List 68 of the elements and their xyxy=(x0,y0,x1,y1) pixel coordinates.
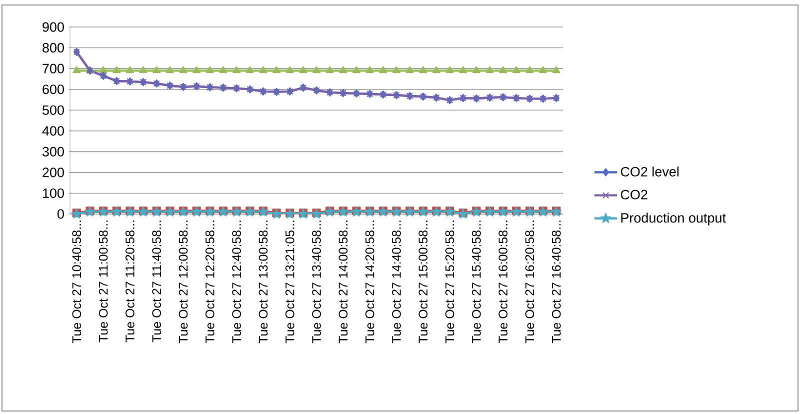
point xyxy=(286,66,294,74)
x-tick-label: Tue Oct 27 11:40:58... xyxy=(152,220,162,342)
point xyxy=(419,66,428,74)
point xyxy=(272,66,280,74)
point xyxy=(72,66,81,74)
point xyxy=(299,66,308,74)
point xyxy=(126,66,134,74)
x-tick-label: Tue Oct 27 15:00:58... xyxy=(418,220,428,344)
legend-label: CO2 xyxy=(620,190,648,200)
point xyxy=(512,66,520,74)
x-tick-label: Tue Oct 27 16:00:58... xyxy=(498,220,508,344)
x-tick-label: Tue Oct 27 12:40:58... xyxy=(232,220,241,344)
x-tick-label: Tue Oct 27 14:20:58... xyxy=(365,220,374,344)
x-tick-label: Tue Oct 27 10:40:58... xyxy=(72,220,82,344)
point xyxy=(99,66,108,74)
y-tick-label: 300 xyxy=(42,146,64,156)
y-tick-label: 500 xyxy=(42,105,64,115)
point xyxy=(552,66,560,74)
x-tick-label: Tue Oct 27 13:21:05... xyxy=(285,220,294,344)
point xyxy=(192,66,201,74)
x-tick-label: Tue Oct 27 11:20:58... xyxy=(126,220,134,342)
point xyxy=(406,66,414,74)
x-tick-label: Tue Oct 27 15:20:58... xyxy=(445,220,454,344)
point xyxy=(539,66,547,74)
point xyxy=(139,66,148,74)
x-tick-label: Tue Oct 27 15:40:58... xyxy=(472,220,481,344)
y-tick-label: 900 xyxy=(42,22,64,32)
y-tick-label: 400 xyxy=(42,126,64,136)
point xyxy=(526,66,534,74)
point xyxy=(472,66,480,74)
point xyxy=(459,66,468,74)
x-tick-label: Tue Oct 27 13:40:58... xyxy=(312,220,321,344)
point xyxy=(392,66,400,74)
point xyxy=(166,66,174,74)
y-tick-label: 100 xyxy=(42,188,64,198)
y-tick-label: 600 xyxy=(42,84,64,94)
point xyxy=(379,66,388,74)
x-tick-label: Tue Oct 27 16:20:58... xyxy=(525,220,534,344)
x-tick-label: Tue Oct 27 14:40:58... xyxy=(392,220,401,344)
point xyxy=(232,66,241,74)
point xyxy=(446,66,454,74)
point xyxy=(312,66,320,74)
x-tick-label: Tue Oct 27 13:00:58... xyxy=(258,220,268,344)
y-tick-label: 200 xyxy=(42,168,64,178)
legend-label: Production output xyxy=(621,212,726,226)
point xyxy=(206,66,214,74)
y-tick-label: 800 xyxy=(42,43,64,53)
point xyxy=(219,66,228,74)
point xyxy=(339,66,348,74)
x-tick-label: Tue Oct 27 14:00:58... xyxy=(338,220,348,344)
y-tick-label: 700 xyxy=(42,64,64,74)
point xyxy=(246,66,254,74)
point xyxy=(366,66,374,74)
point xyxy=(152,66,161,74)
x-tick-label: Tue Oct 27 12:20:58... xyxy=(205,220,214,344)
point xyxy=(499,66,508,74)
point xyxy=(486,66,494,74)
x-tick-label: Tue Oct 27 12:00:58... xyxy=(178,220,188,344)
x-tick-label: Tue Oct 27 16:40:58... xyxy=(552,220,561,344)
point xyxy=(352,66,360,74)
y-tick-label: 0 xyxy=(58,209,64,219)
point xyxy=(326,66,334,74)
point xyxy=(432,66,440,74)
point xyxy=(112,66,121,74)
x-tick-label: Tue Oct 27 11:00:58... xyxy=(98,220,108,342)
legend-label: CO2 level xyxy=(620,166,679,176)
point xyxy=(179,66,188,74)
point xyxy=(259,66,268,74)
